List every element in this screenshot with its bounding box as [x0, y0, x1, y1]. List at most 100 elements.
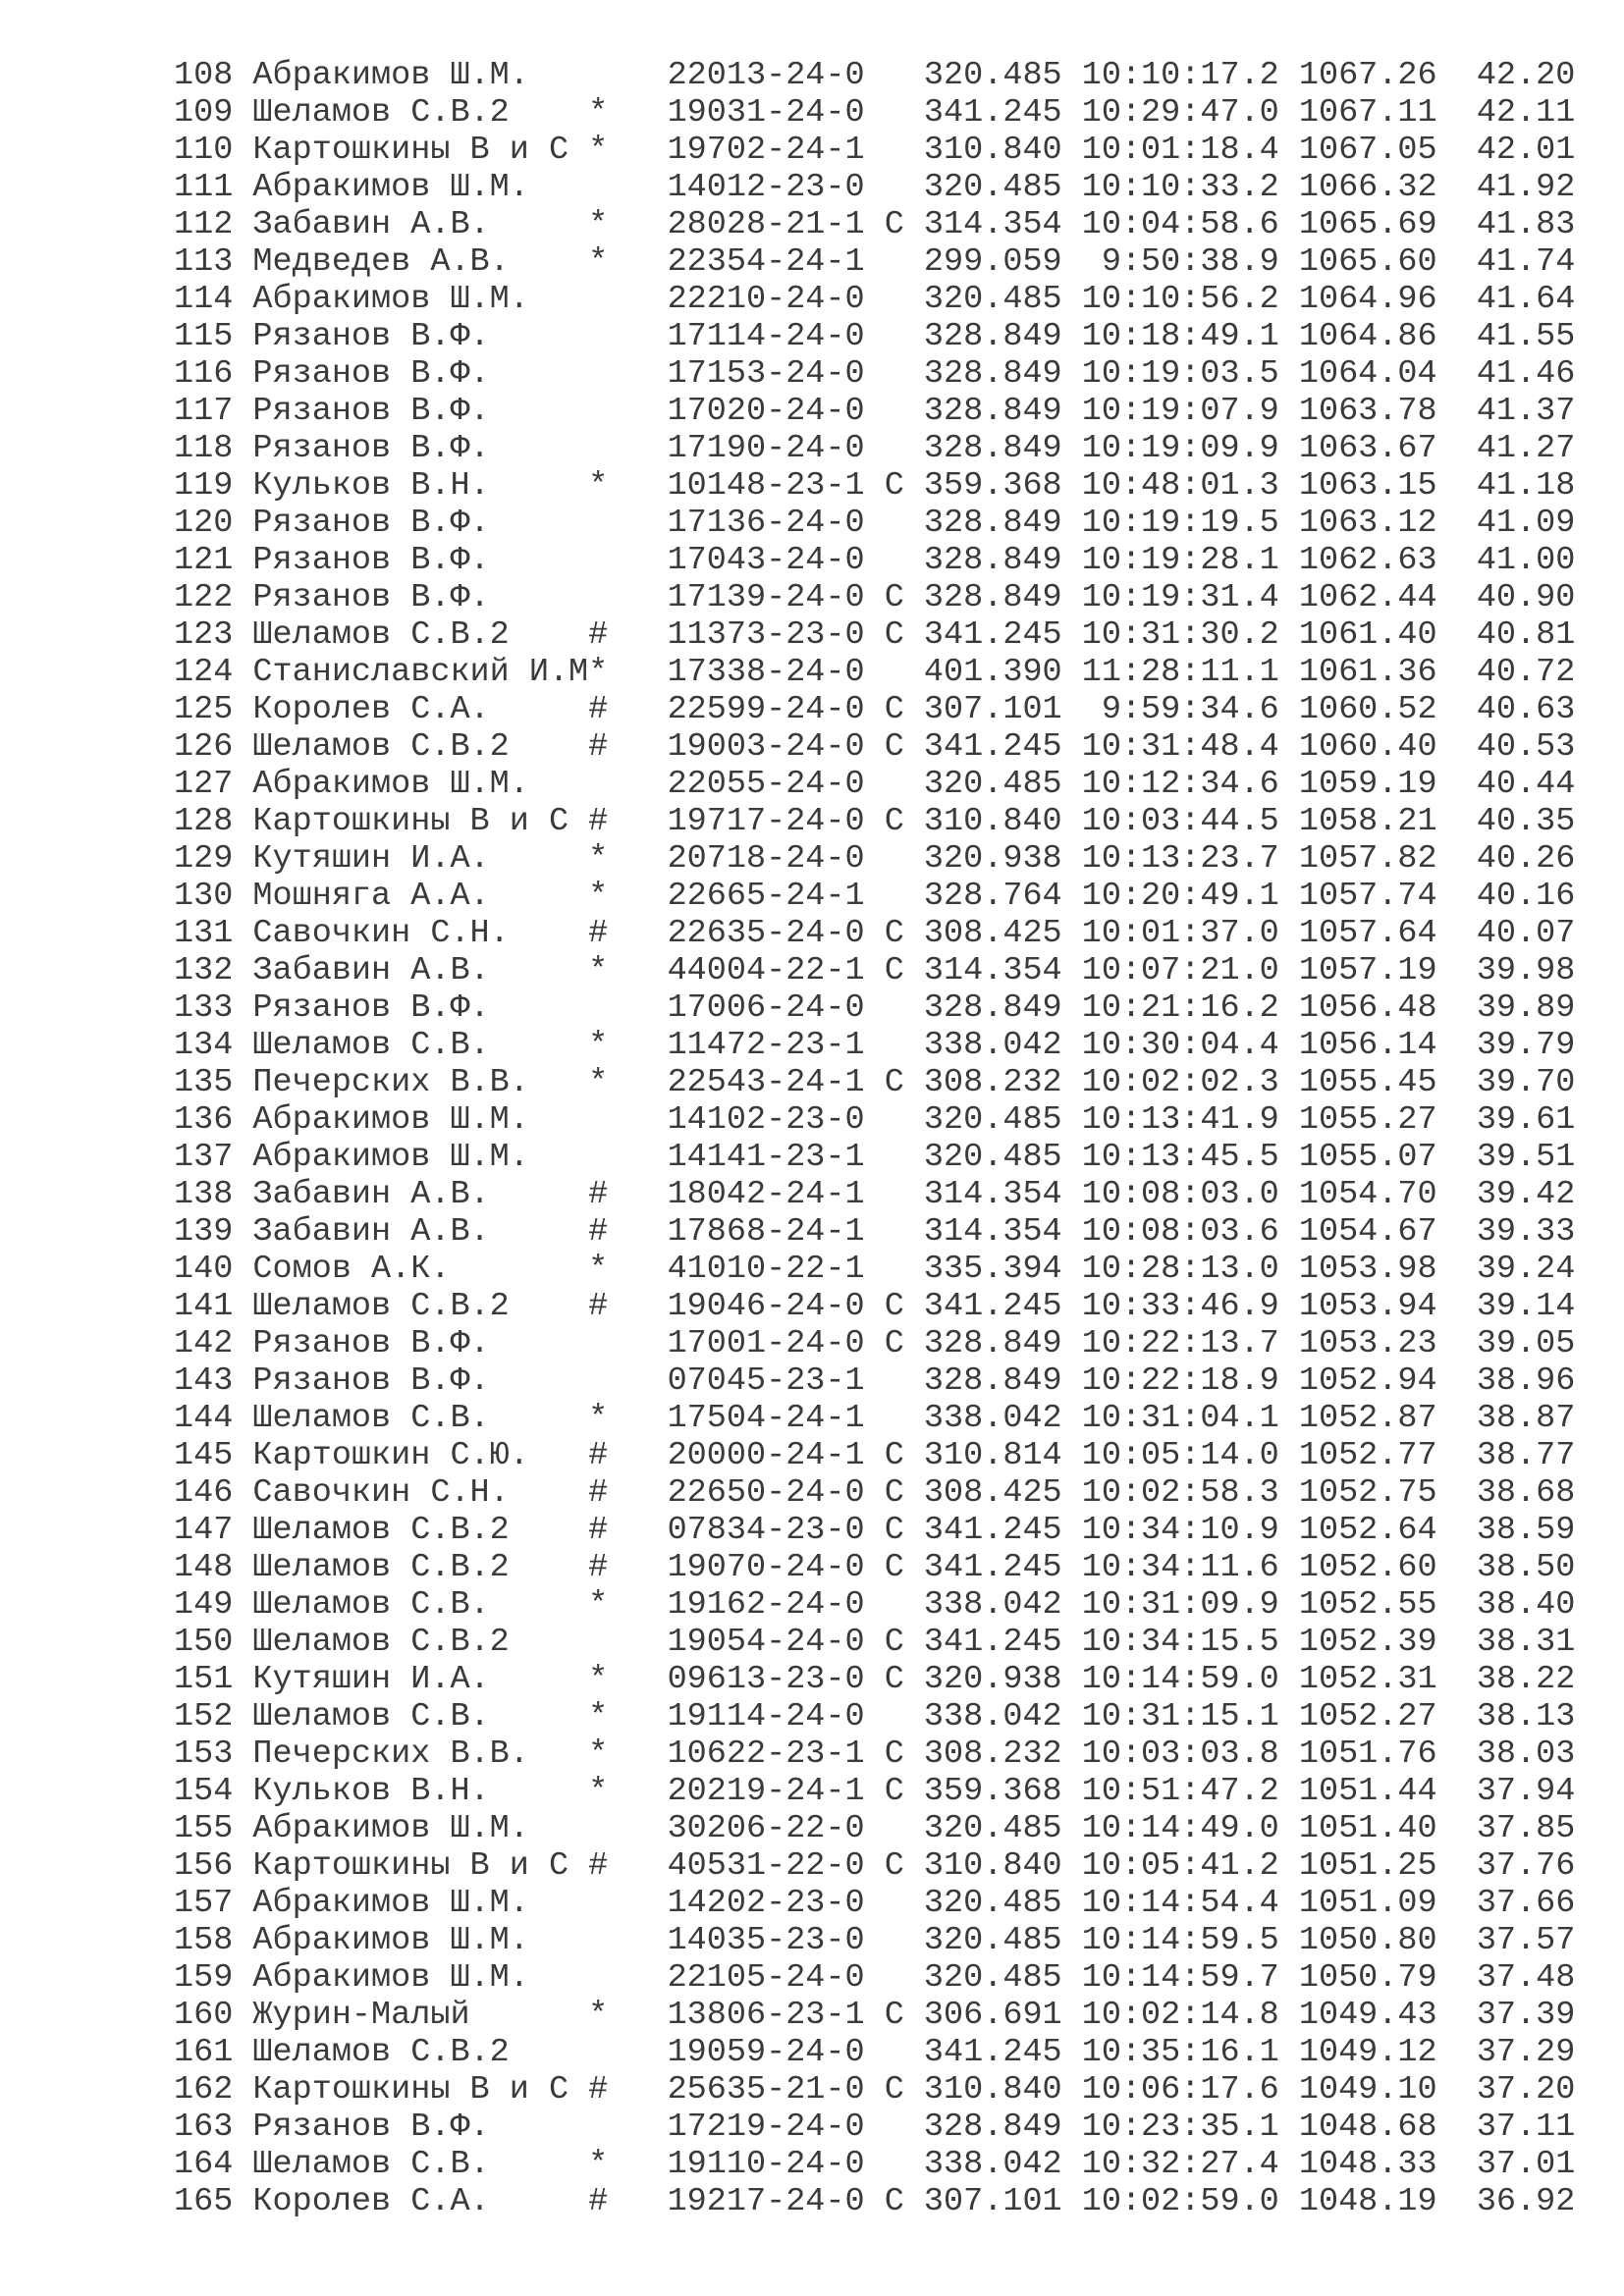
points: 41.09 [1476, 505, 1576, 542]
distance: 328.849 [923, 430, 1062, 467]
arrival-time: 10:02:58.3 [1081, 1474, 1279, 1512]
speed: 1061.40 [1298, 616, 1437, 654]
distance: 299.059 [923, 243, 1062, 281]
ring-code: 17136-24-0 [667, 505, 865, 542]
arrival-time: 10:06:17.6 [1081, 2071, 1279, 2109]
place-number: 119 [174, 467, 234, 505]
ring-code: 13806-23-1 [667, 1997, 865, 2034]
arrival-time: 10:05:41.2 [1081, 1847, 1279, 1885]
ring-code: 14035-23-0 [667, 1922, 865, 1959]
ring-code: 10622-23-1 [667, 1735, 865, 1773]
ring-code: 19217-24-0 [667, 2183, 865, 2220]
points: 39.24 [1476, 1251, 1576, 1288]
points: 37.85 [1476, 1810, 1576, 1847]
distance: 328.849 [923, 579, 1062, 616]
distance: 310.814 [923, 1437, 1062, 1474]
place-number: 112 [174, 206, 234, 243]
ring-code: 19114-24-0 [667, 1698, 865, 1735]
place-number: 122 [174, 579, 234, 616]
arrival-time: 10:13:45.5 [1081, 1139, 1279, 1176]
points: 39.89 [1476, 989, 1576, 1027]
table-row: 136 Абракимов Ш.М. 14102-23-0 320.485 10:13:… [174, 1101, 1595, 1139]
distance: 328.764 [923, 878, 1062, 915]
participant-name: Картошкины В и С [252, 1847, 569, 1885]
arrival-time: 10:02:14.8 [1081, 1997, 1279, 2034]
participant-name: Шеламов С.В. [252, 1698, 490, 1735]
ring-code: 17219-24-0 [667, 2109, 865, 2146]
place-number: 110 [174, 132, 234, 169]
table-row: 125 Королев С.А. #22599-24-0 С 307.101 9:59:3… [174, 691, 1595, 728]
distance: 328.849 [923, 355, 1062, 393]
table-row: 114 Абракимов Ш.М. 22210-24-0 320.485 10:10:… [174, 281, 1595, 318]
arrival-time: 10:08:03.6 [1081, 1213, 1279, 1251]
points: 42.20 [1476, 57, 1576, 94]
place-number: 130 [174, 878, 234, 915]
distance: 359.368 [923, 1773, 1062, 1810]
arrival-time: 10:35:16.1 [1081, 2034, 1279, 2071]
participant-name: Шеламов С.В. [252, 1586, 490, 1624]
points: 39.33 [1476, 1213, 1576, 1251]
arrival-time: 10:19:19.5 [1081, 505, 1279, 542]
place-number: 160 [174, 1997, 234, 2034]
points: 39.42 [1476, 1176, 1576, 1213]
table-row: 151 Кутяшин И.А. * 09613-23-0 С 320.938 10:14:… [174, 1661, 1595, 1698]
place-number: 149 [174, 1586, 234, 1624]
points: 42.01 [1476, 132, 1576, 169]
distance: 314.354 [923, 206, 1062, 243]
flag-mark: # [588, 616, 609, 654]
participant-name: Шеламов С.В.2 [252, 616, 510, 654]
ring-code: 17190-24-0 [667, 430, 865, 467]
table-row: 160 Журин-Малый * 13806-23-1 С 306.691 10:02:1… [174, 1997, 1595, 2034]
place-number: 146 [174, 1474, 234, 1512]
participant-name: Шеламов С.В.2 [252, 1512, 510, 1549]
speed: 1053.94 [1298, 1288, 1437, 1325]
category-mark: С [884, 1474, 904, 1512]
participant-name: Картошкины В и С [252, 2071, 569, 2109]
participant-name: Королев С.А. [252, 2183, 490, 2220]
table-row: 126 Шеламов С.В.2 #19003-24-0 С 341.245 10:31… [174, 728, 1595, 766]
place-number: 143 [174, 1362, 234, 1400]
participant-name: Шеламов С.В.2 [252, 1549, 510, 1586]
distance: 341.245 [923, 1512, 1062, 1549]
ring-code: 17001-24-0 [667, 1325, 865, 1362]
points: 36.92 [1476, 2183, 1576, 2220]
table-row: 143 Рязанов В.Ф. 07045-23-1 328.849 10:22:18… [174, 1362, 1595, 1400]
participant-name: Абракимов Ш.М. [252, 1810, 529, 1847]
arrival-time: 10:14:54.4 [1081, 1885, 1279, 1922]
table-row: 145 Картошкин С.Ю. #20000-24-1 С 310.814 10:0… [174, 1437, 1595, 1474]
place-number: 117 [174, 393, 234, 430]
table-row: 140 Сомов А.К. * 41010-22-1 335.394 10:28:13.… [174, 1251, 1595, 1288]
speed: 1057.82 [1298, 840, 1437, 878]
table-row: 165 Королев С.А. #19217-24-0 С 307.101 10:02:… [174, 2183, 1595, 2220]
speed: 1065.69 [1298, 206, 1437, 243]
distance: 401.390 [923, 654, 1062, 691]
distance: 338.042 [923, 1027, 1062, 1064]
ring-code: 19003-24-0 [667, 728, 865, 766]
arrival-time: 10:14:59.0 [1081, 1661, 1279, 1698]
speed: 1067.26 [1298, 57, 1437, 94]
category-mark: С [884, 1512, 904, 1549]
ring-code: 17114-24-0 [667, 318, 865, 355]
speed: 1051.40 [1298, 1810, 1437, 1847]
speed: 1052.60 [1298, 1549, 1437, 1586]
points: 37.29 [1476, 2034, 1576, 2071]
arrival-time: 10:31:09.9 [1081, 1586, 1279, 1624]
place-number: 127 [174, 766, 234, 803]
category-mark: С [884, 1661, 904, 1698]
arrival-time: 10:34:10.9 [1081, 1512, 1279, 1549]
participant-name: Кутяшин И.А. [252, 1661, 490, 1698]
table-row: 155 Абракимов Ш.М. 30206-22-0 320.485 10:14:… [174, 1810, 1595, 1847]
speed: 1055.27 [1298, 1101, 1437, 1139]
speed: 1065.60 [1298, 243, 1437, 281]
ring-code: 22013-24-0 [667, 57, 865, 94]
ring-code: 20219-24-1 [667, 1773, 865, 1810]
place-number: 121 [174, 542, 234, 579]
points: 38.03 [1476, 1735, 1576, 1773]
points: 38.50 [1476, 1549, 1576, 1586]
ring-code: 30206-22-0 [667, 1810, 865, 1847]
distance: 341.245 [923, 1624, 1062, 1661]
speed: 1052.55 [1298, 1586, 1437, 1624]
distance: 310.840 [923, 803, 1062, 840]
speed: 1059.19 [1298, 766, 1437, 803]
points: 39.14 [1476, 1288, 1576, 1325]
